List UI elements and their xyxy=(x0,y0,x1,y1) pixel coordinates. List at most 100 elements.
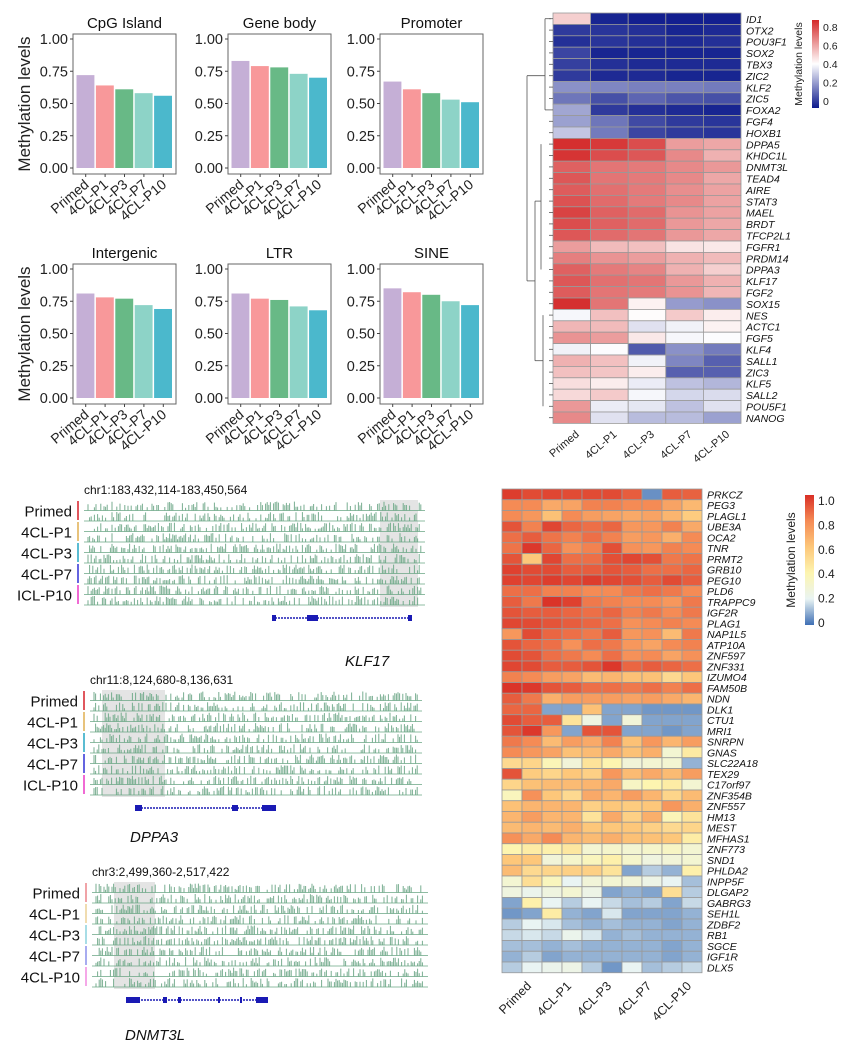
heatmap-cell xyxy=(561,832,583,845)
heatmap-cell xyxy=(703,35,742,48)
heatmap-cell xyxy=(703,274,742,288)
row-label: MEST xyxy=(707,823,738,835)
heatmap-cell xyxy=(521,832,543,845)
heatmap-cell xyxy=(501,854,523,866)
heatmap-cell xyxy=(627,81,667,94)
heatmap-cell xyxy=(581,499,603,511)
heatmap-cell xyxy=(681,585,703,597)
heatmap-cell xyxy=(641,671,663,683)
heatmap-cell xyxy=(601,671,623,683)
heatmap-cell xyxy=(681,617,703,630)
row-label: ZNF557 xyxy=(706,801,746,813)
gene-exon xyxy=(240,997,242,1003)
heatmap-cell xyxy=(665,35,704,48)
heatmap-cell xyxy=(703,217,742,230)
sample-label: 4CL-P7 xyxy=(27,757,78,774)
heatmap-cell xyxy=(661,918,683,931)
heatmap-cell xyxy=(703,23,742,37)
heatmap-cell xyxy=(561,907,583,920)
column-label: 4CL-P3 xyxy=(574,979,614,1019)
heatmap-cell xyxy=(590,411,629,424)
bar-Primed xyxy=(76,75,95,168)
gene-exon xyxy=(256,997,268,1003)
heatmap-cell xyxy=(581,542,603,554)
heatmap-cell xyxy=(561,510,583,522)
heatmap-cell xyxy=(681,757,703,769)
gene-exon xyxy=(218,997,220,1003)
heatmap-cell xyxy=(561,735,583,748)
heatmap-cell xyxy=(627,377,667,390)
gene-exon xyxy=(262,805,276,811)
heatmap-cell xyxy=(581,789,603,802)
heatmap-cell xyxy=(501,757,523,769)
y-tick-label: 0.00 xyxy=(40,161,68,177)
heatmap-cell xyxy=(501,488,523,501)
row-label: GABRG3 xyxy=(707,898,751,910)
heatmap-cell xyxy=(581,843,603,855)
heatmap-cell xyxy=(661,574,683,587)
heatmap-cell xyxy=(601,929,623,941)
heatmap-cell xyxy=(601,692,623,705)
sample-label: Primed xyxy=(30,694,78,711)
heatmap-cell xyxy=(621,875,643,888)
heatmap-cell xyxy=(601,542,623,554)
gene-name-label: KLF17 xyxy=(345,653,390,670)
bar-subplot-intergenic: Intergenic0.000.250.500.751.00Primed4CL-… xyxy=(40,245,177,454)
row-label: SALL1 xyxy=(746,356,778,368)
gene-exon xyxy=(232,805,238,811)
heatmap-cell xyxy=(641,886,663,898)
y-tick-label: 0.25 xyxy=(347,129,375,145)
heatmap-cell xyxy=(661,531,683,544)
heatmap-cell xyxy=(703,58,742,71)
heatmap-cell xyxy=(681,746,703,759)
heatmap-cell xyxy=(590,354,629,367)
heatmap-cell xyxy=(552,81,591,94)
heatmap-cell xyxy=(681,929,703,941)
heatmap-cell xyxy=(561,639,583,651)
heatmap-cell xyxy=(601,940,623,952)
heatmap-cell xyxy=(621,929,643,941)
heatmap-cell xyxy=(621,692,643,705)
heatmap-cell xyxy=(703,115,742,128)
row-label: PRKCZ xyxy=(707,489,743,501)
heatmap-cell xyxy=(661,768,683,780)
heatmap-cell xyxy=(661,488,683,501)
heatmap-cell xyxy=(581,596,603,608)
heatmap-cell xyxy=(581,768,603,780)
heatmap-cell xyxy=(521,864,543,877)
heatmap-cell xyxy=(621,606,643,619)
heatmap-cell xyxy=(581,940,603,952)
heatmap-cell xyxy=(501,703,523,716)
heatmap-cell xyxy=(541,800,563,812)
heatmap-cell xyxy=(601,875,623,888)
heatmap-cell xyxy=(521,649,543,662)
row-label: FGF5 xyxy=(746,333,773,345)
heatmap-cell xyxy=(665,172,704,185)
heatmap-cell xyxy=(561,596,583,608)
bar-4CL-P1 xyxy=(250,298,269,398)
column-label: Primed xyxy=(547,429,581,461)
row-label: DLK1 xyxy=(707,704,733,716)
heatmap-cell xyxy=(501,617,523,630)
heatmap-cell xyxy=(681,768,703,780)
heatmap-cell xyxy=(581,510,603,522)
heatmap-cell xyxy=(703,343,742,356)
heatmap-cell xyxy=(665,331,704,345)
bar-subplot-promoter: Promoter0.000.250.500.751.00Primed4CL-P1… xyxy=(347,15,484,224)
heatmap-cell xyxy=(621,703,643,716)
heatmap-cell xyxy=(552,365,591,379)
heatmap-cell xyxy=(665,160,704,173)
y-tick-label: 1.00 xyxy=(347,262,375,278)
heatmap-cell xyxy=(601,800,623,812)
heatmap-cell xyxy=(541,649,563,662)
y-tick-label: 0.25 xyxy=(40,359,68,375)
heatmap-cell xyxy=(552,92,591,105)
heatmap-cell xyxy=(601,553,623,565)
heatmap-cell xyxy=(665,206,704,219)
colorbar-tick-label: 0.8 xyxy=(823,22,838,34)
heatmap-cell xyxy=(590,172,629,185)
row-label: OTX2 xyxy=(746,25,774,37)
heatmap-cell xyxy=(621,854,643,866)
heatmap-cell xyxy=(561,488,583,501)
y-tick-label: 0.50 xyxy=(347,97,375,113)
